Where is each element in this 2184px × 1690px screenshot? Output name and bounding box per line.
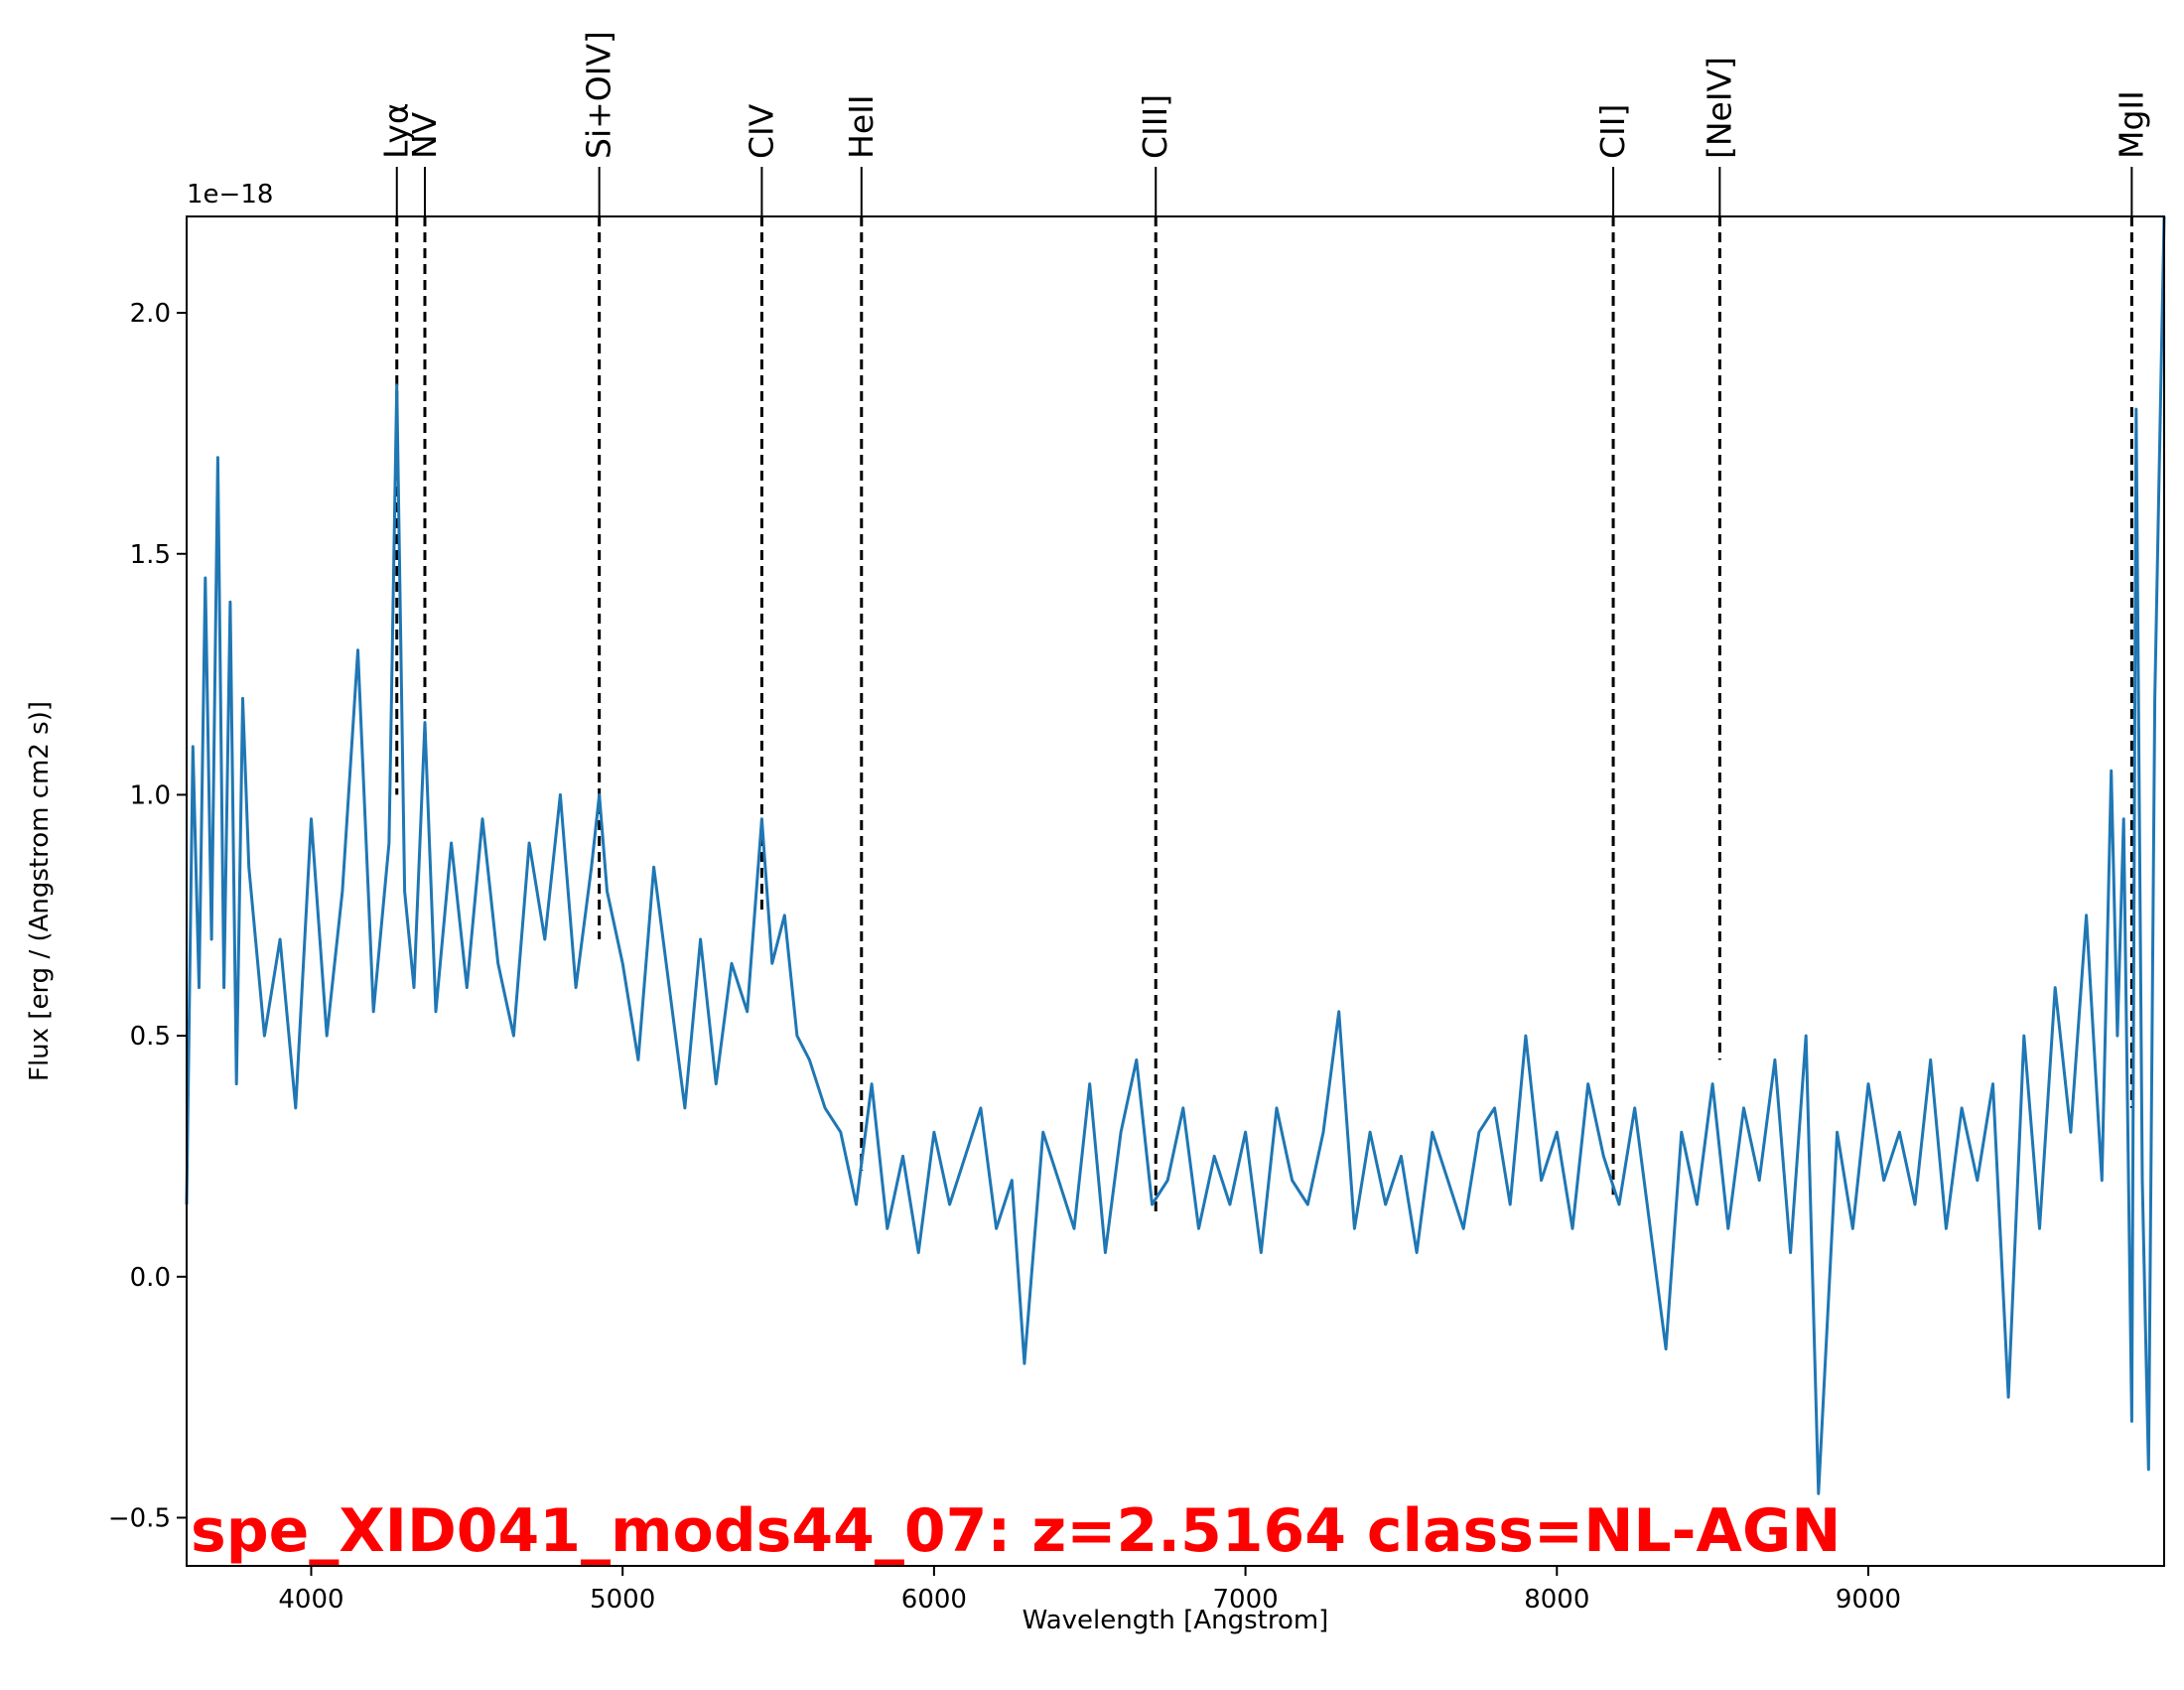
- y-tick-label: 2.0: [130, 299, 171, 329]
- x-tick-label: 5000: [590, 1585, 655, 1615]
- emission-line-label: [NeIV]: [1700, 57, 1738, 159]
- y-offset-label: 1e−18: [187, 180, 273, 210]
- emission-line-label: CIV: [742, 103, 780, 159]
- x-tick-label: 8000: [1524, 1585, 1589, 1615]
- spectrum-series: [185, 215, 2166, 1495]
- emission-line-label: CII]: [1593, 104, 1632, 159]
- emission-line-label: Si+OIV]: [580, 31, 618, 159]
- emission-line-label: Lyα: [377, 102, 416, 159]
- emission-line-label: CIII]: [1136, 94, 1174, 159]
- x-axis-label: Wavelength [Angstrom]: [1023, 1606, 1329, 1635]
- emission-line-label: NV: [405, 111, 444, 159]
- emission-line-label: HeII: [842, 94, 881, 159]
- y-tick-label: 0.5: [130, 1022, 171, 1052]
- y-tick-label: −0.5: [108, 1503, 171, 1533]
- y-tick-label: 1.5: [130, 540, 171, 570]
- x-tick-label: 4000: [278, 1585, 343, 1615]
- y-axis-label: Flux [erg / (Angstrom cm2 s)]: [25, 701, 55, 1081]
- axis-ticks: 4000 5000 6000 7000 8000 9000 −0.5 0.0 0.5 1.0 1.5…: [108, 299, 1901, 1615]
- x-tick-label: 9000: [1836, 1585, 1901, 1615]
- emission-line-label: MgII: [2112, 90, 2150, 159]
- x-tick-label: 6000: [901, 1585, 967, 1615]
- y-tick-label: 1.0: [130, 780, 171, 810]
- x-tick-label: 7000: [1212, 1585, 1278, 1615]
- plot-frame: [186, 215, 2165, 1567]
- y-tick-label: 0.0: [130, 1263, 171, 1293]
- spectrum-annotation: spe_XID041_mods44_07: z=2.5164 class=NL-…: [191, 1496, 1841, 1566]
- spectrum-line: [185, 215, 2166, 1495]
